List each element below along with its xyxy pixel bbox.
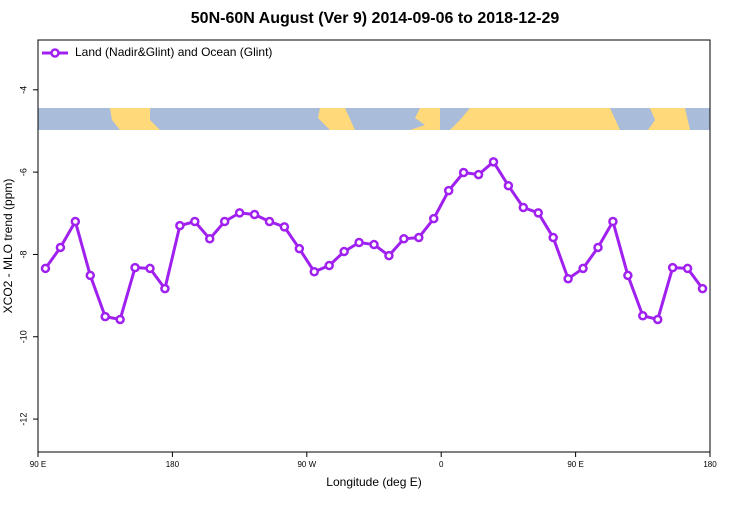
data-point [458,167,469,178]
data-point [234,208,245,218]
data-point [145,263,155,274]
data-point [667,262,678,273]
x-tick-label: 90 W [297,460,316,469]
data-point [294,243,305,254]
data-point [324,260,334,271]
data-point [40,263,51,274]
data-point [548,232,558,243]
data-point [563,273,573,284]
data-point [682,263,693,274]
data-point [578,263,588,274]
data-point [593,242,603,253]
data-point [85,270,96,281]
data-point [309,266,320,277]
plot-frame [37,39,711,453]
data-point [697,283,708,294]
data-point [384,250,394,261]
legend-label: Land (Nadir&Glint) and Ocean (Glint) [75,45,272,59]
y-tick-label: -10 [18,330,28,343]
data-point [608,216,618,227]
data-point [70,216,81,227]
data-point [130,262,140,273]
data-point [55,242,66,253]
data-point [354,237,364,248]
data-point [503,180,514,191]
data-point [414,232,424,243]
x-tick-label: 90 E [567,460,583,469]
x-tick-label: 0 [439,460,444,469]
x-axis-label: Longitude (deg E) [326,475,421,489]
data-point [100,311,110,322]
x-tick-label: 180 [703,460,717,469]
y-tick-label: -12 [18,413,28,426]
data-point [160,283,170,294]
data-point [473,169,484,180]
y-tick-label: -6 [18,168,28,176]
y-tick-label: -8 [18,250,28,258]
data-point [638,311,648,321]
data-point [219,216,230,227]
data-point [279,222,290,232]
data-point [488,157,499,167]
data-point [249,209,260,220]
data-point [175,220,185,231]
x-tick-label: 180 [166,460,180,469]
data-point [518,202,529,213]
data-point [428,213,439,224]
data-point [623,270,633,281]
y-axis-label: XCO2 - MLO trend (ppm) [1,179,15,314]
data-point [369,239,379,250]
chart-title: 50N-60N August (Ver 9) 2014-09-06 to 201… [191,10,560,27]
data-point [443,185,454,196]
legend-marker [50,48,60,58]
x-tick-label: 90 E [30,460,46,469]
data-point [264,216,275,227]
data-point [190,216,200,227]
data-point [533,208,544,218]
data-point [204,234,215,244]
data-point [652,314,663,325]
data-point [399,234,409,244]
data-point [339,246,349,257]
map-strip [38,108,710,130]
data-point [115,314,125,325]
y-tick-label: -4 [18,86,28,94]
